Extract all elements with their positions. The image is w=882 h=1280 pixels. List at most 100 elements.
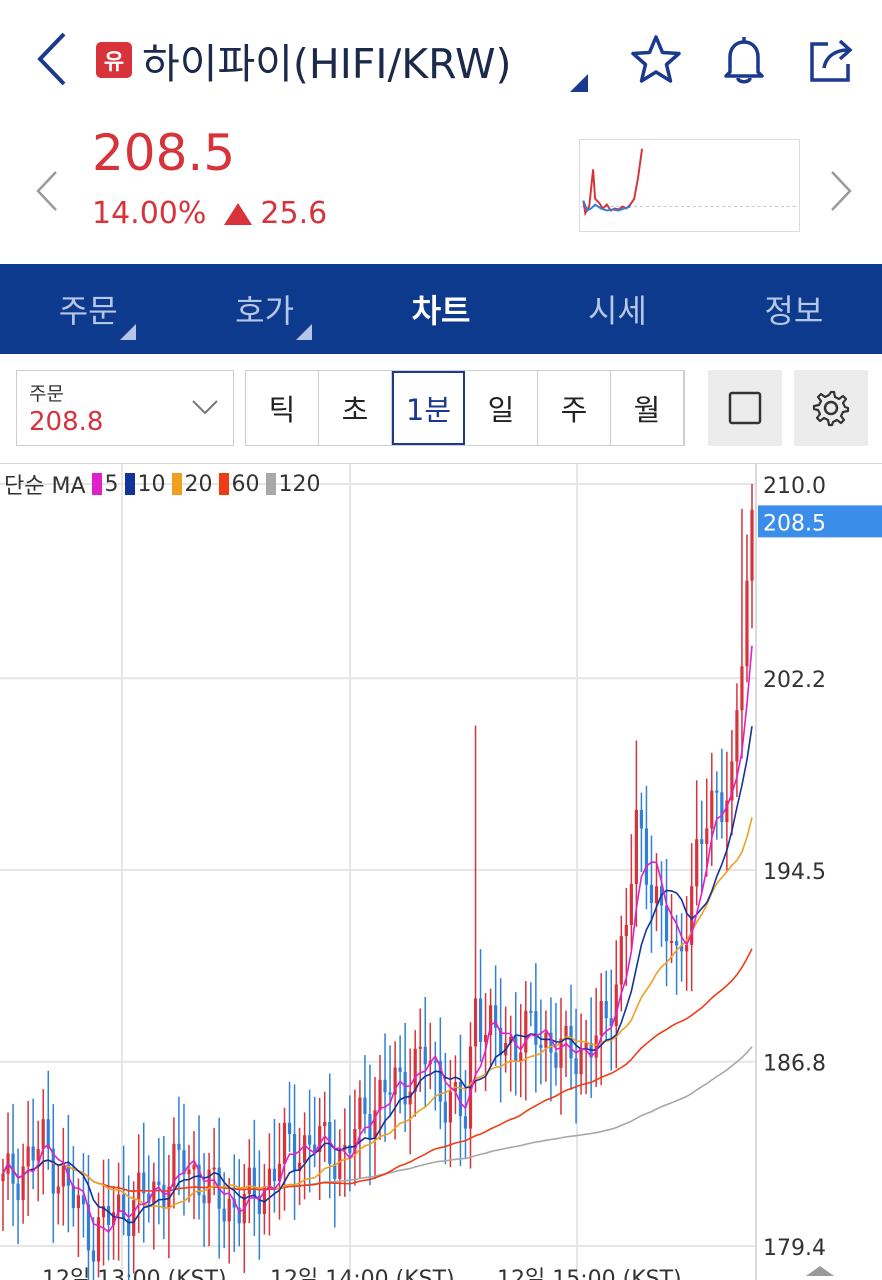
y-tick-label: 179.4 [763,1236,826,1261]
candle-body [127,1218,131,1236]
prev-market-chevron-icon[interactable] [32,166,62,216]
candle-body [473,998,478,1047]
candle-body [323,1121,327,1126]
candle-body [669,940,674,943]
candle-body [599,1001,603,1036]
price-chart[interactable]: 210.0 202.2 194.5 186.8 179.4 12일 13:00 (KST)… [0,464,882,1280]
candle-body [579,1048,583,1075]
tab-chart[interactable]: 차트 [353,264,529,354]
tab-order[interactable]: 주문 [0,264,176,354]
favorite-star-icon[interactable] [628,32,684,88]
main-tabs: 주문 호가 차트 시세 정보 [0,264,882,354]
candle-body [509,1036,513,1043]
candle-body [202,1195,206,1204]
legend-swatch [124,473,135,495]
fullscreen-button[interactable] [708,370,782,446]
candle-body [132,1200,136,1236]
candle-body [333,1163,337,1179]
candle-body [524,1010,528,1053]
market-title[interactable]: 유 하이파이(HIFI/KRW) [96,30,512,90]
candle-body [514,1036,518,1062]
tab-menu-corner-icon [296,324,313,340]
legend-label: 단순 MA [4,474,86,499]
interval-tick-button[interactable]: 틱 [246,371,319,445]
candle-body [418,1046,422,1049]
candle-body [272,1168,277,1182]
candle-body [423,1046,427,1065]
order-label: 주문 [29,383,64,405]
interval-day-button[interactable]: 일 [465,371,538,445]
square-icon [728,391,762,425]
back-arrow-icon[interactable] [28,28,76,90]
candle-body [142,1172,146,1194]
candle-body [297,1162,302,1172]
candle-body [61,1164,65,1187]
candle-body [664,905,669,942]
legend-swatch [265,473,276,495]
candle-body [172,1143,176,1187]
tab-label: 주문 [58,292,118,330]
y-tick-label: 210.0 [763,474,826,499]
candle-body [674,940,679,946]
candle-body [539,1044,543,1048]
candle-body [624,925,628,937]
candle-body [715,790,719,793]
candle-body [36,1149,40,1161]
interval-1min-button[interactable]: 1분 [392,371,465,445]
candle-body [634,809,638,884]
candle-body [564,1025,568,1039]
candle-body [614,984,618,1027]
candle-body [353,1129,357,1154]
tab-info[interactable]: 정보 [706,264,882,354]
candle-body [720,792,724,823]
legend-item: 120 [278,471,321,497]
tab-quotes[interactable]: 시세 [529,264,705,354]
x-tick-label: 12일 15:00 (KST) [497,1267,682,1280]
candle-body [348,1145,352,1154]
market-select-caret-icon[interactable] [570,74,588,92]
next-market-chevron-icon[interactable] [826,166,856,216]
candle-body [267,1168,272,1187]
mini-chart[interactable] [579,139,800,232]
y-tick-label: 202.2 [763,668,826,693]
candle-body [448,1091,452,1123]
interval-month-button[interactable]: 월 [611,371,684,445]
candle-body [11,1153,15,1184]
candle-body [257,1195,261,1215]
scroll-up-caret-icon [806,1266,834,1276]
header: 유 하이파이(HIFI/KRW) [0,0,882,120]
share-icon[interactable] [804,32,860,88]
candle-body [735,710,739,762]
order-dropdown[interactable]: 주문 208.8 [16,370,234,446]
candle-body [438,1060,442,1102]
candle-body [554,1052,558,1068]
candle-body [71,1185,75,1209]
candle-body [383,1079,387,1093]
candle-body [157,1181,161,1185]
candle-body [111,1212,116,1225]
notification-bell-icon[interactable] [716,32,772,88]
candle-body [81,1195,86,1205]
interval-week-button[interactable]: 주 [538,371,611,445]
candle-body [1,1173,5,1182]
tab-orderbook[interactable]: 호가 [176,264,352,354]
current-price-tag-label: 208.5 [763,511,826,536]
chart-settings-button[interactable] [794,370,868,446]
candle-body [534,1011,538,1045]
candle-body [197,1164,201,1196]
candle-body [639,809,644,829]
candle-body [690,886,694,945]
candle-body [51,1148,55,1194]
interval-second-button[interactable]: 초 [319,371,392,445]
tab-label: 차트 [411,292,471,330]
candle-body [76,1195,81,1209]
candle-body [56,1186,60,1194]
candle-body [152,1181,156,1204]
candle-body [644,828,649,885]
candle-body [740,666,744,711]
price-summary: 208.5 14.00% 25.6 [0,120,882,264]
candle-body [137,1172,141,1201]
candle-body [649,884,654,904]
ma-60-line [2,948,753,1193]
